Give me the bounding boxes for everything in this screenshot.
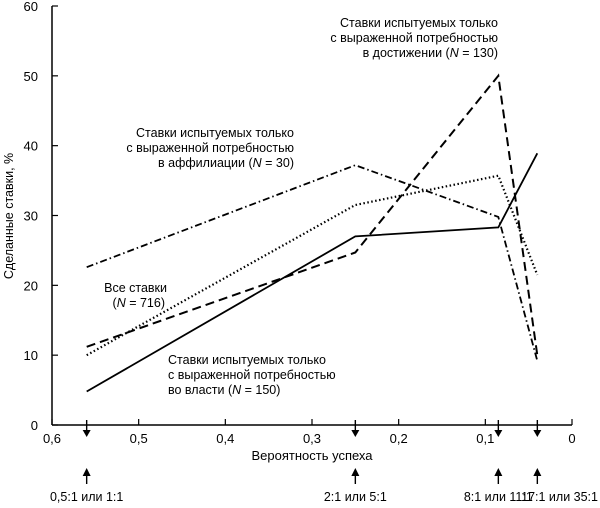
odds-marker-up-arrow-0 <box>82 468 91 476</box>
annotation-affiliation-line-3: в аффилиации (N = 30) <box>158 156 294 170</box>
x-tick-label-2: 0,4 <box>216 431 234 446</box>
odds-marker-down-arrow-0 <box>82 430 91 437</box>
odds-marker-up-arrow-3 <box>533 468 542 476</box>
series-line-affiliation <box>86 164 539 362</box>
annotation-affiliation-line-1: Ставки испытуемых только <box>136 126 294 140</box>
annotation-achievement-line-2: с выраженной потребностью <box>330 31 498 45</box>
y-tick-label-6: 60 <box>24 0 38 14</box>
annotation-achievement-prefix: в достижении ( <box>363 46 451 60</box>
annotation-all-prefix: ( <box>113 296 118 310</box>
annotation-all: Все ставки (N = 716) <box>104 281 167 310</box>
odds-marker-label-0: 0,5:1 или 1:1 <box>50 490 123 504</box>
annotation-affiliation-value: = 30) <box>262 156 294 170</box>
annotation-all-line-1: Все ставки <box>104 281 167 295</box>
odds-marker-down-arrow-3 <box>533 430 542 437</box>
annotation-achievement-line-1: Ставки испытуемых только <box>340 16 498 30</box>
odds-markers: 0,5:1 или 1:1 2:1 или 5:1 8:1 или 11:117:1… <box>50 420 598 504</box>
odds-marker-down-arrow-1 <box>351 430 360 437</box>
annotation-power-value: = 150) <box>241 383 280 397</box>
x-tick-label-4: 0,2 <box>390 431 408 446</box>
annotation-affiliation: Ставки испытуемых только с выраженной по… <box>126 126 294 170</box>
y-tick-label-4: 40 <box>24 139 38 154</box>
y-tick-label-0: 0 <box>31 418 38 433</box>
odds-marker-down-arrow-2 <box>494 430 503 437</box>
x-tick-label-6: 0 <box>568 431 575 446</box>
annotation-power-n: N <box>232 383 242 397</box>
x-ticks: 0,6 0,5 0,4 0,3 0,2 0,1 0 <box>43 419 576 446</box>
annotation-achievement: Ставки испытуемых только с выраженной по… <box>330 16 498 60</box>
annotation-achievement-n: N <box>450 46 460 60</box>
annotation-affiliation-line-2: с выраженной потребностью <box>126 141 294 155</box>
odds-marker-up-arrow-1 <box>351 468 360 476</box>
annotation-power-line-1: Ставки испытуемых только <box>168 353 326 367</box>
odds-marker-label-1: 2:1 или 5:1 <box>324 490 387 504</box>
annotation-power-prefix: во власти ( <box>168 383 233 397</box>
y-tick-label-5: 50 <box>24 69 38 84</box>
annotation-affiliation-prefix: в аффилиации ( <box>158 156 253 170</box>
y-axis-label: Сделанные ставки, % <box>2 153 16 279</box>
annotation-all-value: = 716) <box>126 296 165 310</box>
x-tick-label-1: 0,5 <box>130 431 148 446</box>
annotation-all-n: N <box>117 296 127 310</box>
series-line-power <box>86 152 539 393</box>
series-line-all <box>86 174 539 357</box>
y-tick-label-2: 20 <box>24 278 38 293</box>
y-tick-label-1: 10 <box>24 348 38 363</box>
annotation-achievement-value: = 130) <box>459 46 498 60</box>
series-lines <box>86 73 539 393</box>
y-ticks: 0 10 20 30 40 50 60 <box>24 0 58 433</box>
annotation-affiliation-n: N <box>253 156 263 170</box>
series-line-achievement <box>86 73 539 356</box>
y-tick-label-3: 30 <box>24 209 38 224</box>
annotation-power: Ставки испытуемых только с выраженной по… <box>168 353 336 397</box>
x-tick-label-0: 0,6 <box>43 431 61 446</box>
x-tick-label-5: 0,1 <box>476 431 494 446</box>
annotation-all-line-2: (N = 716) <box>113 296 165 310</box>
annotation-power-line-3: во власти (N = 150) <box>168 383 280 397</box>
annotation-achievement-line-3: в достижении (N = 130) <box>363 46 498 60</box>
odds-marker-label-2: 8:1 или 11:1 <box>464 490 533 504</box>
x-axis-label: Вероятность успеха <box>251 448 373 463</box>
x-tick-label-3: 0,3 <box>303 431 321 446</box>
annotation-power-line-2: с выраженной потребностью <box>168 368 336 382</box>
odds-marker-label-3: 17:1 или 35:1 <box>521 490 598 504</box>
odds-marker-up-arrow-2 <box>494 468 503 476</box>
